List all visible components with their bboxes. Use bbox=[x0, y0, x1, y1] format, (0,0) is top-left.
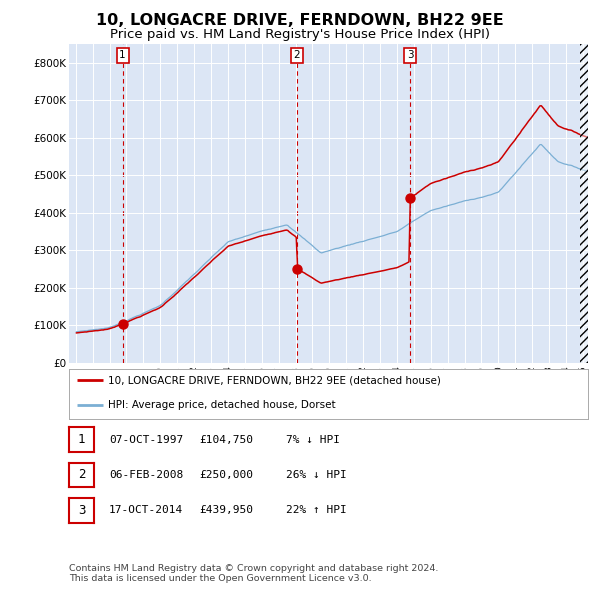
Text: 10, LONGACRE DRIVE, FERNDOWN, BH22 9EE: 10, LONGACRE DRIVE, FERNDOWN, BH22 9EE bbox=[96, 13, 504, 28]
Text: 1: 1 bbox=[119, 51, 126, 61]
Text: £439,950: £439,950 bbox=[199, 506, 253, 515]
Text: 22% ↑ HPI: 22% ↑ HPI bbox=[286, 506, 347, 515]
Text: 17-OCT-2014: 17-OCT-2014 bbox=[109, 506, 184, 515]
Text: 3: 3 bbox=[407, 51, 413, 61]
Text: 1: 1 bbox=[78, 433, 85, 446]
Text: HPI: Average price, detached house, Dorset: HPI: Average price, detached house, Dors… bbox=[108, 400, 335, 410]
Text: 06-FEB-2008: 06-FEB-2008 bbox=[109, 470, 184, 480]
Text: 10, LONGACRE DRIVE, FERNDOWN, BH22 9EE (detached house): 10, LONGACRE DRIVE, FERNDOWN, BH22 9EE (… bbox=[108, 375, 441, 385]
Text: 07-OCT-1997: 07-OCT-1997 bbox=[109, 435, 184, 444]
Text: 7% ↓ HPI: 7% ↓ HPI bbox=[286, 435, 340, 444]
Text: Price paid vs. HM Land Registry's House Price Index (HPI): Price paid vs. HM Land Registry's House … bbox=[110, 28, 490, 41]
Text: £104,750: £104,750 bbox=[199, 435, 253, 444]
Text: 26% ↓ HPI: 26% ↓ HPI bbox=[286, 470, 347, 480]
Text: 2: 2 bbox=[78, 468, 85, 481]
Text: 3: 3 bbox=[78, 504, 85, 517]
Text: 2: 2 bbox=[294, 51, 301, 61]
Text: £250,000: £250,000 bbox=[199, 470, 253, 480]
Text: Contains HM Land Registry data © Crown copyright and database right 2024.
This d: Contains HM Land Registry data © Crown c… bbox=[69, 563, 439, 583]
